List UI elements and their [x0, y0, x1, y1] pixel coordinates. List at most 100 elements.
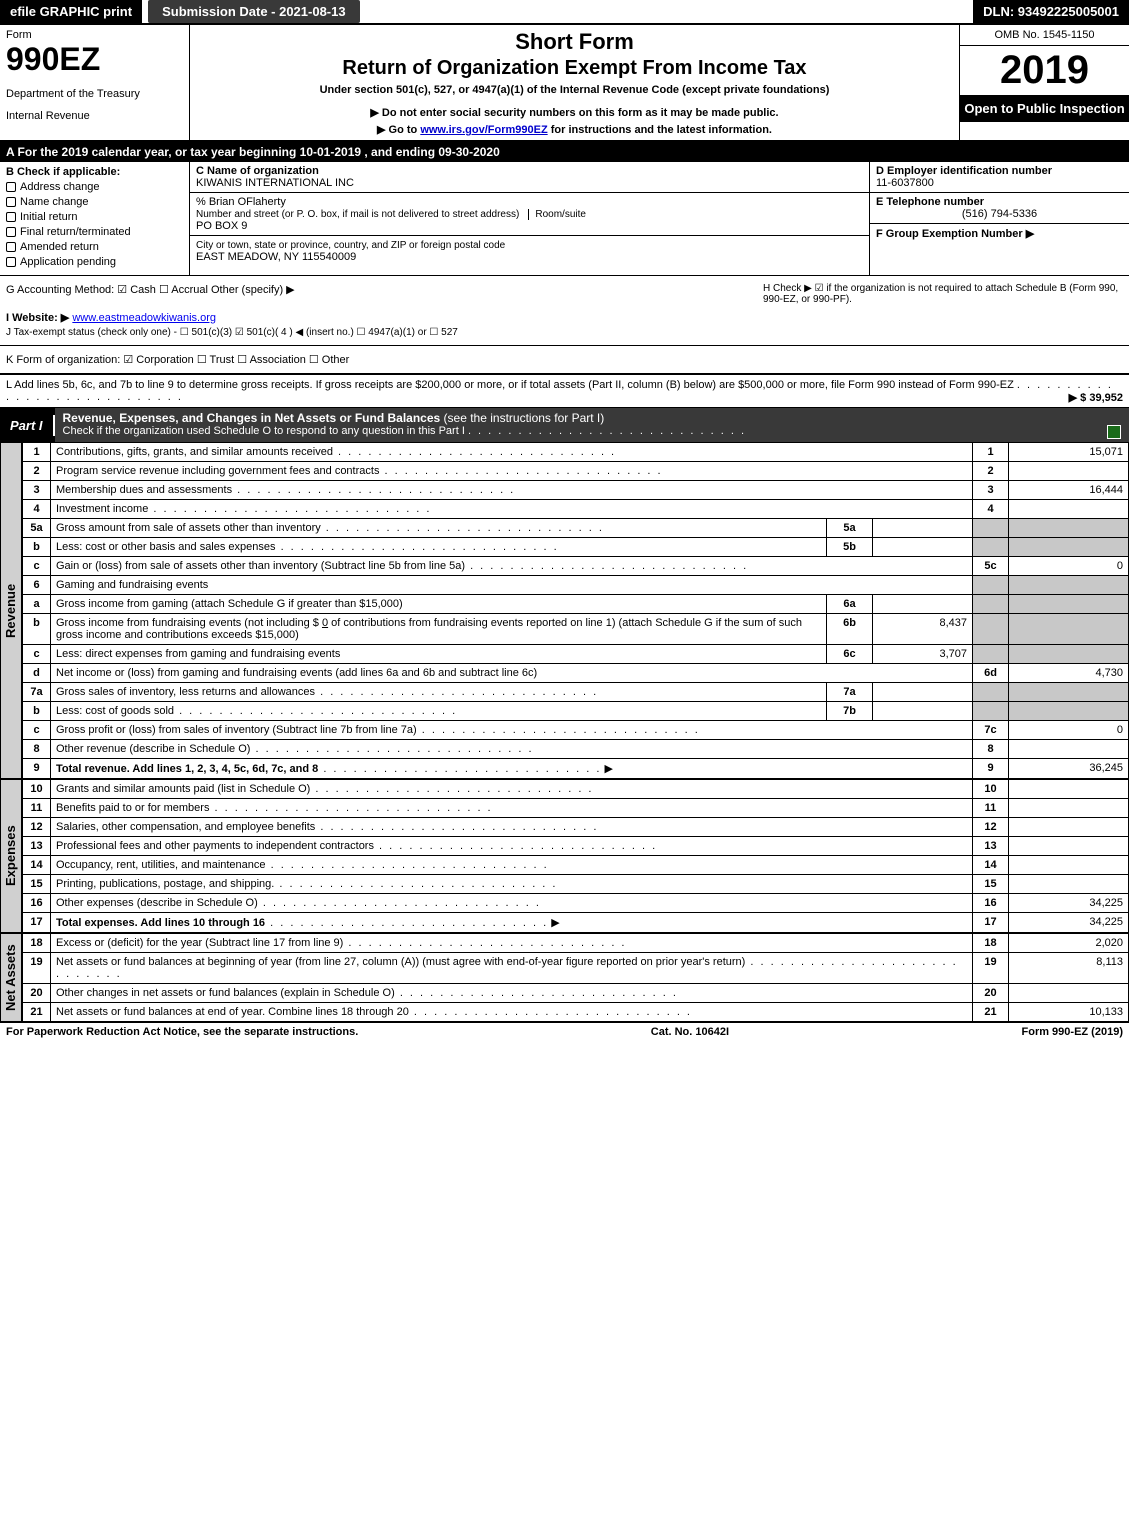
l5a-amt-shade [1009, 519, 1129, 538]
line-20: 20 Other changes in net assets or fund b… [23, 984, 1129, 1003]
l11-desc: Benefits paid to or for members [56, 802, 209, 814]
city-state-zip: EAST MEADOW, NY 115540009 [196, 251, 356, 263]
irs-link[interactable]: www.irs.gov/Form990EZ [420, 124, 547, 136]
section-c: C Name of organization KIWANIS INTERNATI… [190, 162, 869, 275]
l6b-inval: 8,437 [873, 614, 973, 645]
line-12: 12 Salaries, other compensation, and emp… [23, 818, 1129, 837]
l7a-num: 7a [23, 683, 51, 702]
l10-amount [1009, 780, 1129, 799]
l17-num: 17 [23, 913, 51, 933]
care-of: % Brian OFlaherty [196, 196, 286, 208]
l13-amount [1009, 837, 1129, 856]
l6d-code: 6d [973, 664, 1009, 683]
l6b-desc-pre: Gross income from fundraising events (no… [56, 617, 322, 629]
line-15: 15 Printing, publications, postage, and … [23, 875, 1129, 894]
irs: Internal Revenue [6, 110, 183, 122]
l5a-num: 5a [23, 519, 51, 538]
l-text: L Add lines 5b, 6c, and 7b to line 9 to … [6, 379, 1014, 391]
title-short-form: Short Form [196, 29, 953, 55]
phone: (516) 794-5336 [876, 208, 1123, 220]
l19-code: 19 [973, 953, 1009, 984]
schedule-o-checkbox[interactable] [1107, 425, 1121, 439]
l3-amount: 16,444 [1009, 481, 1129, 500]
line-9: 9 Total revenue. Add lines 1, 2, 3, 4, 5… [23, 759, 1129, 779]
l12-amount [1009, 818, 1129, 837]
l16-desc: Other expenses (describe in Schedule O) [56, 897, 258, 909]
l6-num: 6 [23, 576, 51, 595]
l10-num: 10 [23, 780, 51, 799]
chk-initial-return-label: Initial return [20, 211, 77, 223]
chk-address-change[interactable]: Address change [6, 181, 183, 193]
line-i: I Website: ▶ www.eastmeadowkiwanis.org [6, 311, 1123, 324]
l15-amount [1009, 875, 1129, 894]
footer-center: Cat. No. 10642I [651, 1026, 729, 1038]
l9-desc: Total revenue. Add lines 1, 2, 3, 4, 5c,… [56, 763, 318, 775]
l12-desc: Salaries, other compensation, and employ… [56, 821, 315, 833]
page-footer: For Paperwork Reduction Act Notice, see … [0, 1022, 1129, 1041]
open-public-inspection: Open to Public Inspection [960, 95, 1129, 122]
l17-code: 17 [973, 913, 1009, 933]
chk-initial-return[interactable]: Initial return [6, 211, 183, 223]
meta-section: G Accounting Method: ☑ Cash ☐ Accrual Ot… [0, 276, 1129, 346]
e-label: E Telephone number [876, 196, 984, 208]
l16-amount: 34,225 [1009, 894, 1129, 913]
omb-number: OMB No. 1545-1150 [960, 25, 1129, 46]
department: Department of the Treasury [6, 88, 183, 100]
l6c-code-shade [973, 645, 1009, 664]
line-7b: b Less: cost of goods sold 7b [23, 702, 1129, 721]
chk-name-change-label: Name change [20, 196, 89, 208]
l5a-desc: Gross amount from sale of assets other t… [56, 522, 321, 534]
l19-amount: 8,113 [1009, 953, 1129, 984]
l8-desc: Other revenue (describe in Schedule O) [56, 743, 250, 755]
chk-amended-return-label: Amended return [20, 241, 99, 253]
l2-code: 2 [973, 462, 1009, 481]
line-14: 14 Occupancy, rent, utilities, and maint… [23, 856, 1129, 875]
l4-desc: Investment income [56, 503, 148, 515]
l5a-box: 5a [827, 519, 873, 538]
l18-amount: 2,020 [1009, 934, 1129, 953]
form-name: 990EZ [6, 41, 183, 78]
l11-code: 11 [973, 799, 1009, 818]
l2-amount [1009, 462, 1129, 481]
l15-desc: Printing, publications, postage, and shi… [56, 878, 274, 890]
l7a-box: 7a [827, 683, 873, 702]
line-5b: b Less: cost or other basis and sales ex… [23, 538, 1129, 557]
l8-code: 8 [973, 740, 1009, 759]
chk-name-change[interactable]: Name change [6, 196, 183, 208]
title-return: Return of Organization Exempt From Incom… [196, 57, 953, 80]
l20-num: 20 [23, 984, 51, 1003]
l3-num: 3 [23, 481, 51, 500]
l6-amt-shade [1009, 576, 1129, 595]
l3-code: 3 [973, 481, 1009, 500]
footer-right: Form 990-EZ (2019) [1022, 1026, 1123, 1038]
website-link[interactable]: www.eastmeadowkiwanis.org [72, 312, 216, 324]
l7b-num: b [23, 702, 51, 721]
tax-year-period: A For the 2019 calendar year, or tax yea… [0, 142, 1129, 162]
section-d-e-f: D Employer identification number 11-6037… [869, 162, 1129, 275]
revenue-section: Revenue 1 Contributions, gifts, grants, … [0, 442, 1129, 779]
l18-code: 18 [973, 934, 1009, 953]
subtitle: Under section 501(c), 527, or 4947(a)(1)… [196, 84, 953, 96]
tax-year: 2019 [960, 46, 1129, 95]
i-pre: I Website: ▶ [6, 312, 69, 324]
section-b: B Check if applicable: Address change Na… [0, 162, 190, 275]
footer-left: For Paperwork Reduction Act Notice, see … [6, 1026, 358, 1038]
l6b-box: 6b [827, 614, 873, 645]
l5c-amount: 0 [1009, 557, 1129, 576]
expenses-side-label: Expenses [0, 779, 22, 933]
l15-code: 15 [973, 875, 1009, 894]
chk-application-pending[interactable]: Application pending [6, 256, 183, 268]
chk-amended-return[interactable]: Amended return [6, 241, 183, 253]
l7b-desc: Less: cost of goods sold [56, 705, 174, 717]
l2-num: 2 [23, 462, 51, 481]
chk-final-return[interactable]: Final return/terminated [6, 226, 183, 238]
l-amount: ▶ $ 39,952 [1069, 391, 1123, 404]
line-7a: 7a Gross sales of inventory, less return… [23, 683, 1129, 702]
org-name: KIWANIS INTERNATIONAL INC [196, 177, 354, 189]
l15-num: 15 [23, 875, 51, 894]
b-label: B Check if applicable: [6, 166, 183, 178]
line-7c: c Gross profit or (loss) from sales of i… [23, 721, 1129, 740]
line-8: 8 Other revenue (describe in Schedule O)… [23, 740, 1129, 759]
header-center: Short Form Return of Organization Exempt… [190, 25, 959, 140]
l6b-amt-shade [1009, 614, 1129, 645]
